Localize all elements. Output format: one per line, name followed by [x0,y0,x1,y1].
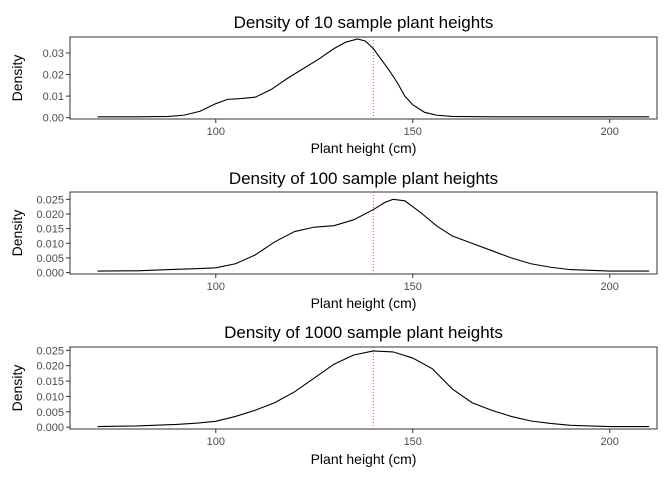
x-axis-label: Plant height (cm) [311,451,417,467]
y-axis-label: Density [9,365,25,412]
panel-border [69,346,658,430]
chart-panel-2: Density of 100 sample plant heights 100 15… [9,169,658,311]
y-axis-label: Density [9,210,25,257]
y-tick-label: 0.03 [43,48,64,60]
x-tick-label: 100 [207,281,225,293]
chart-title: Density of 10 sample plant heights [234,13,494,32]
y-tick-label: 0.025 [36,194,64,206]
y-tick-label: 0.005 [36,407,64,419]
x-tick-label: 150 [404,281,422,293]
x-axis-label: Plant height (cm) [311,140,417,156]
y-tick-label: 0.000 [36,422,64,434]
chart-panel-1: Density of 10 sample plant heights 100 150… [9,13,658,156]
y-tick-label: 0.015 [36,376,64,388]
y-tick-label: 0.015 [36,224,64,236]
y-tick-label: 0.02 [43,70,64,82]
y-tick-label: 0.010 [36,391,64,403]
density-curve [97,350,650,428]
panel-border [69,36,658,120]
y-tick-label: 0.025 [36,345,64,357]
y-axis-label: Density [9,55,25,102]
y-tick-label: 0.020 [36,209,64,221]
x-tick-label: 200 [601,126,619,138]
y-tick-label: 0.020 [36,361,64,373]
chart-title: Density of 100 sample plant heights [229,169,498,188]
x-tick-label: 100 [207,126,225,138]
x-tick-label: 100 [207,436,225,448]
x-tick-label: 200 [601,436,619,448]
y-tick-label: 0.005 [36,253,64,265]
y-tick-label: 0.010 [36,238,64,250]
x-tick-label: 200 [601,281,619,293]
x-tick-label: 150 [404,126,422,138]
x-tick-label: 150 [404,436,422,448]
y-tick-label: 0.01 [43,91,64,103]
chart-panel-3: Density of 1000 sample plant heights 100 1… [9,323,658,467]
panel-border [69,191,658,275]
y-tick-label: 0.00 [43,113,64,125]
density-curve [97,198,650,272]
chart-title: Density of 1000 sample plant heights [224,323,503,342]
x-axis-label: Plant height (cm) [311,295,417,311]
density-curve [97,38,650,118]
y-tick-label: 0.000 [36,268,64,280]
